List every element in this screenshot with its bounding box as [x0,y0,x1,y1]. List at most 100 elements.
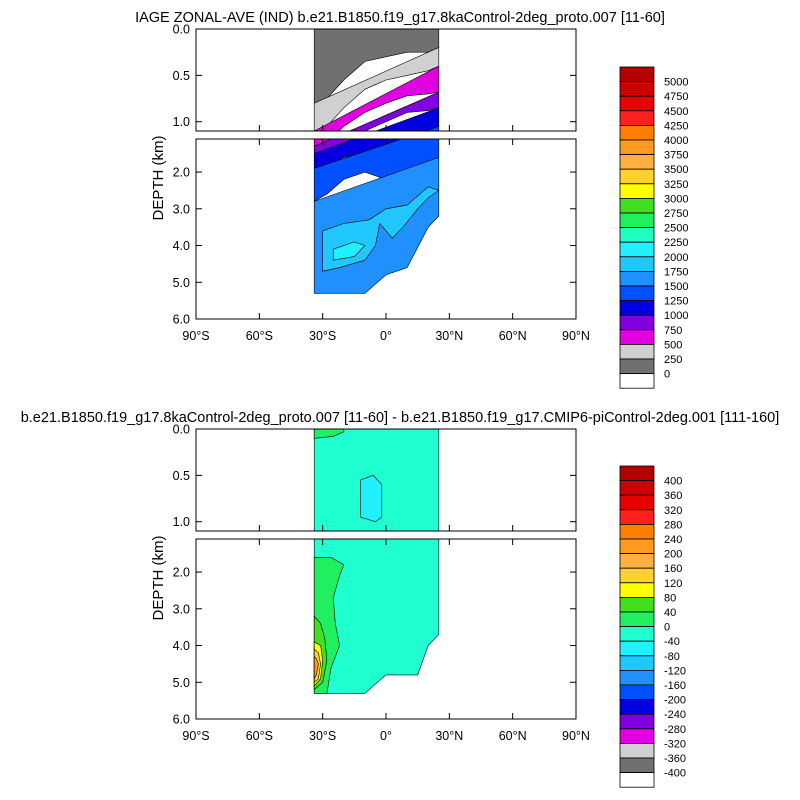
contour-band-u-4 [374,107,440,131]
x-tick-label: 30°N [435,329,463,343]
colorbar-box [619,168,655,185]
colorbar-box [619,655,655,671]
contour-band-u-5 [424,125,440,131]
colorbar-label: 3250 [664,179,688,191]
colorbar-label: 160 [664,563,682,575]
colorbar-box [619,757,655,774]
colorbar-box [619,465,655,482]
colorbar-label: -360 [664,753,686,765]
contour-band-l-5 [313,655,319,680]
colorbar-box [619,314,655,331]
colorbar-label: 1250 [664,296,688,308]
colorbar-label: 4000 [664,135,688,147]
contour-band-l-0 [313,539,440,694]
colorbar-box [619,640,655,657]
plot-area-upper [313,429,440,531]
colorbar-box [619,227,655,243]
y-tick-label: 6.0 [173,713,190,727]
colorbar-box [619,684,655,701]
panel-top: IAGE ZONAL-AVE (IND) b.e21.B1850.f19_g17… [135,10,688,389]
x-tick-label: 90°S [182,729,209,743]
colorbar-box [619,373,655,389]
colorbar-box [619,139,655,156]
colorbar-label: 1500 [664,281,688,293]
colorbar-label: 40 [664,607,676,619]
colorbar-box [619,81,655,97]
colorbar-label: 200 [664,549,682,561]
contour-band-u-3 [348,91,440,131]
colorbar-box [619,597,655,613]
plot-area-lower [313,139,440,294]
colorbar-box [619,699,655,715]
colorbar-box [619,480,655,496]
colorbar-label: 240 [664,534,682,546]
colorbar-label: 0 [664,369,670,381]
x-tick-label: 0° [380,729,392,743]
x-tick-label: 0° [380,329,392,343]
x-tick-label: 90°S [182,329,209,343]
contour-band-u-7 [313,429,345,439]
colorbar-label: 500 [664,339,682,351]
colorbar-label: 3500 [664,164,688,176]
colorbar-box [619,95,655,112]
colorbar-box [619,553,655,569]
colorbar-box [619,494,655,511]
contour-band-u-1 [313,47,440,131]
colorbar-box [619,670,655,686]
contour-band-u-2 [313,65,440,131]
colorbar-box [619,358,655,375]
chart-title: b.e21.B1850.f19_g17.8kaControl-2deg_prot… [21,410,780,426]
colorbar-label: 250 [664,354,682,366]
colorbar-box [619,772,655,788]
contour-band-u-6 [360,475,383,523]
y-axis-label: DEPTH (km) [150,536,167,621]
colorbar-box [619,524,655,540]
colorbar-label: 2750 [664,208,688,220]
colorbar-label: 2000 [664,252,688,264]
colorbar-label: -320 [664,738,686,750]
colorbar-label: 360 [664,490,682,502]
colorbar-label: 2250 [664,237,688,249]
colorbar-label: -160 [664,680,686,692]
colorbar-label: 280 [664,519,682,531]
y-tick-label: 0.0 [173,423,190,437]
y-tick-label: 3.0 [173,202,190,216]
colorbar-box [619,125,655,141]
colorbar-label: 1750 [664,266,688,278]
x-tick-label: 30°S [309,329,336,343]
colorbar-label: 4750 [664,91,688,103]
y-tick-label: 2.0 [173,166,190,180]
colorbar-label: 1000 [664,310,688,322]
colorbar-label: 4250 [664,120,688,132]
y-tick-label: 0.5 [173,69,190,83]
colorbar-label: -120 [664,665,686,677]
y-tick-label: 2.0 [173,566,190,580]
colorbar-label: 3000 [664,193,688,205]
x-tick-label: 90°N [562,729,590,743]
y-tick-label: 5.0 [173,676,190,690]
x-tick-label: 60°S [246,329,273,343]
colorbar: 40036032028024020016012080400-40-80-120-… [619,465,686,788]
y-tick-label: 4.0 [173,239,190,253]
colorbar-label: 320 [664,505,682,517]
colorbar-box [619,713,655,730]
colorbar-label: 3750 [664,150,688,162]
colorbar-label: 2500 [664,223,688,235]
y-axis-label: DEPTH (km) [150,136,167,221]
colorbar-box [619,743,655,759]
colorbar-label: -240 [664,709,686,721]
colorbar-box [619,567,655,584]
colorbar-box [619,66,655,83]
colorbar-box [619,611,655,628]
colorbar-box [619,212,655,229]
x-tick-label: 30°S [309,729,336,743]
y-tick-label: 3.0 [173,602,190,616]
colorbar-box [619,300,655,316]
y-tick-label: 4.0 [173,639,190,653]
x-tick-label: 30°N [435,729,463,743]
colorbar: 5000475045004250400037503500325030002750… [619,66,688,389]
colorbar-box [619,343,655,360]
contour-band-l-8 [332,241,366,261]
colorbar-label: -80 [664,651,680,663]
y-tick-label: 1.0 [173,115,190,129]
